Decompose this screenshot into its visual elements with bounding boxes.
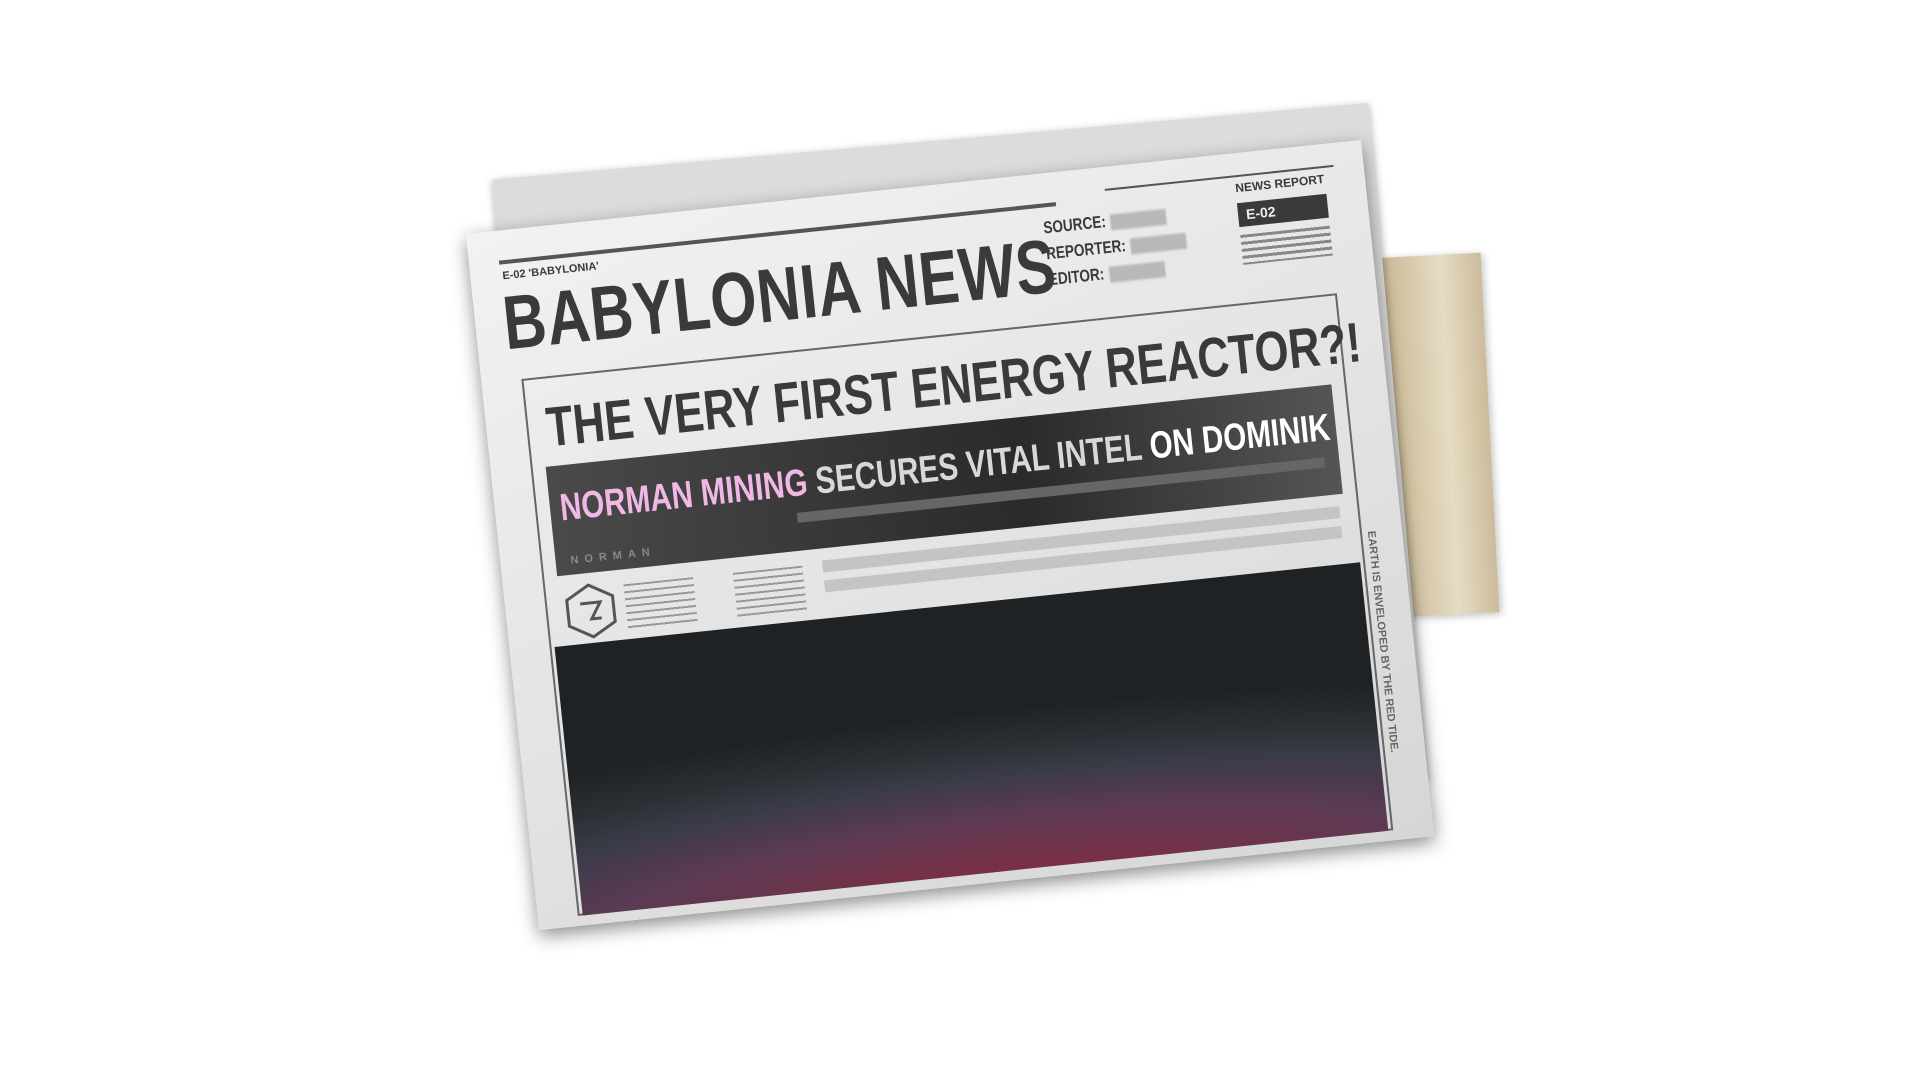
redacted xyxy=(1108,260,1166,283)
field-label: REPORTER: xyxy=(1045,236,1127,264)
field-label: EDITOR: xyxy=(1047,264,1106,290)
redacted xyxy=(1129,232,1188,255)
redacted xyxy=(1109,208,1168,230)
newspaper: E-02 'BABYLONIA' NEWS REPORT BABYLONIA N… xyxy=(465,139,1435,931)
fields: SOURCE: REPORTER: EDITOR: xyxy=(1042,200,1225,290)
badge: E-02 xyxy=(1236,193,1329,228)
logo xyxy=(565,583,617,639)
fine-print xyxy=(732,565,808,618)
field-label: SOURCE: xyxy=(1042,212,1107,238)
fine-print xyxy=(623,577,698,630)
stripes xyxy=(1240,225,1333,265)
